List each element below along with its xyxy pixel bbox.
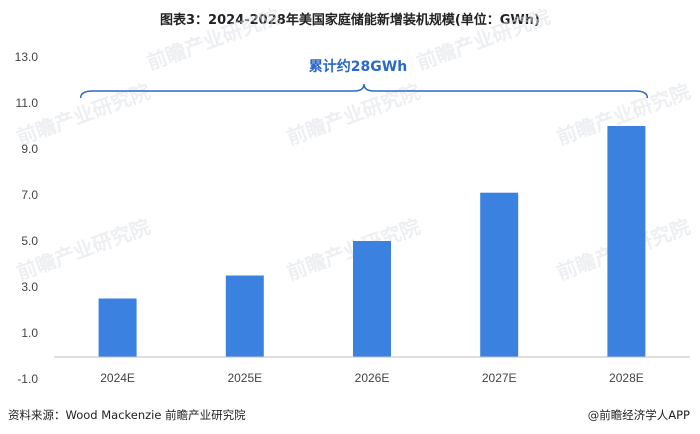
x-axis-ticks: 2024E 2025E 2026E 2027E 2028E: [100, 371, 644, 385]
y-tick-label: 5.0: [21, 234, 38, 248]
cumulative-brace: [79, 83, 649, 99]
bar-2024E: [98, 298, 137, 357]
y-tick-label: 13.0: [15, 50, 39, 64]
bar-series: [98, 126, 646, 357]
watermark-text: 前瞻产业研究院: [284, 79, 424, 149]
y-tick-label: -1.0: [17, 372, 38, 386]
x-tick-label: 2026E: [355, 371, 390, 385]
y-tick-label: 7.0: [21, 188, 38, 202]
x-tick-label: 2025E: [227, 371, 262, 385]
y-tick-label: 1.0: [21, 326, 38, 340]
y-axis-ticks: 13.0 11.0 9.0 7.0 5.0 3.0 1.0 -1.0: [15, 50, 39, 386]
x-tick-label: 2027E: [482, 371, 517, 385]
credit-note: @前瞻经济学人APP: [587, 408, 690, 422]
watermark-text: 前瞻产业研究院: [14, 79, 154, 149]
chart-title: 图表3：2024-2028年美国家庭储能新增装机规模(单位：GWh): [160, 13, 540, 28]
bar-2027E: [480, 192, 519, 357]
watermark-text: 前瞻产业研究院: [14, 214, 154, 284]
bar-2026E: [353, 241, 391, 357]
y-tick-label: 3.0: [21, 280, 38, 294]
y-tick-label: 11.0: [16, 96, 39, 110]
x-tick-label: 2028E: [609, 371, 644, 385]
watermark-text: 前瞻产业研究院: [414, 4, 554, 74]
watermark-text: 前瞻产业研究院: [144, 4, 284, 74]
x-tick-label: 2024E: [100, 371, 135, 385]
bar-2028E: [607, 126, 646, 357]
y-tick-label: 9.0: [21, 142, 38, 156]
source-note: 资料来源：Wood Mackenzie 前瞻产业研究院: [8, 408, 246, 422]
cumulative-annotation: 累计约28GWh: [308, 59, 408, 75]
bar-2025E: [225, 275, 264, 357]
